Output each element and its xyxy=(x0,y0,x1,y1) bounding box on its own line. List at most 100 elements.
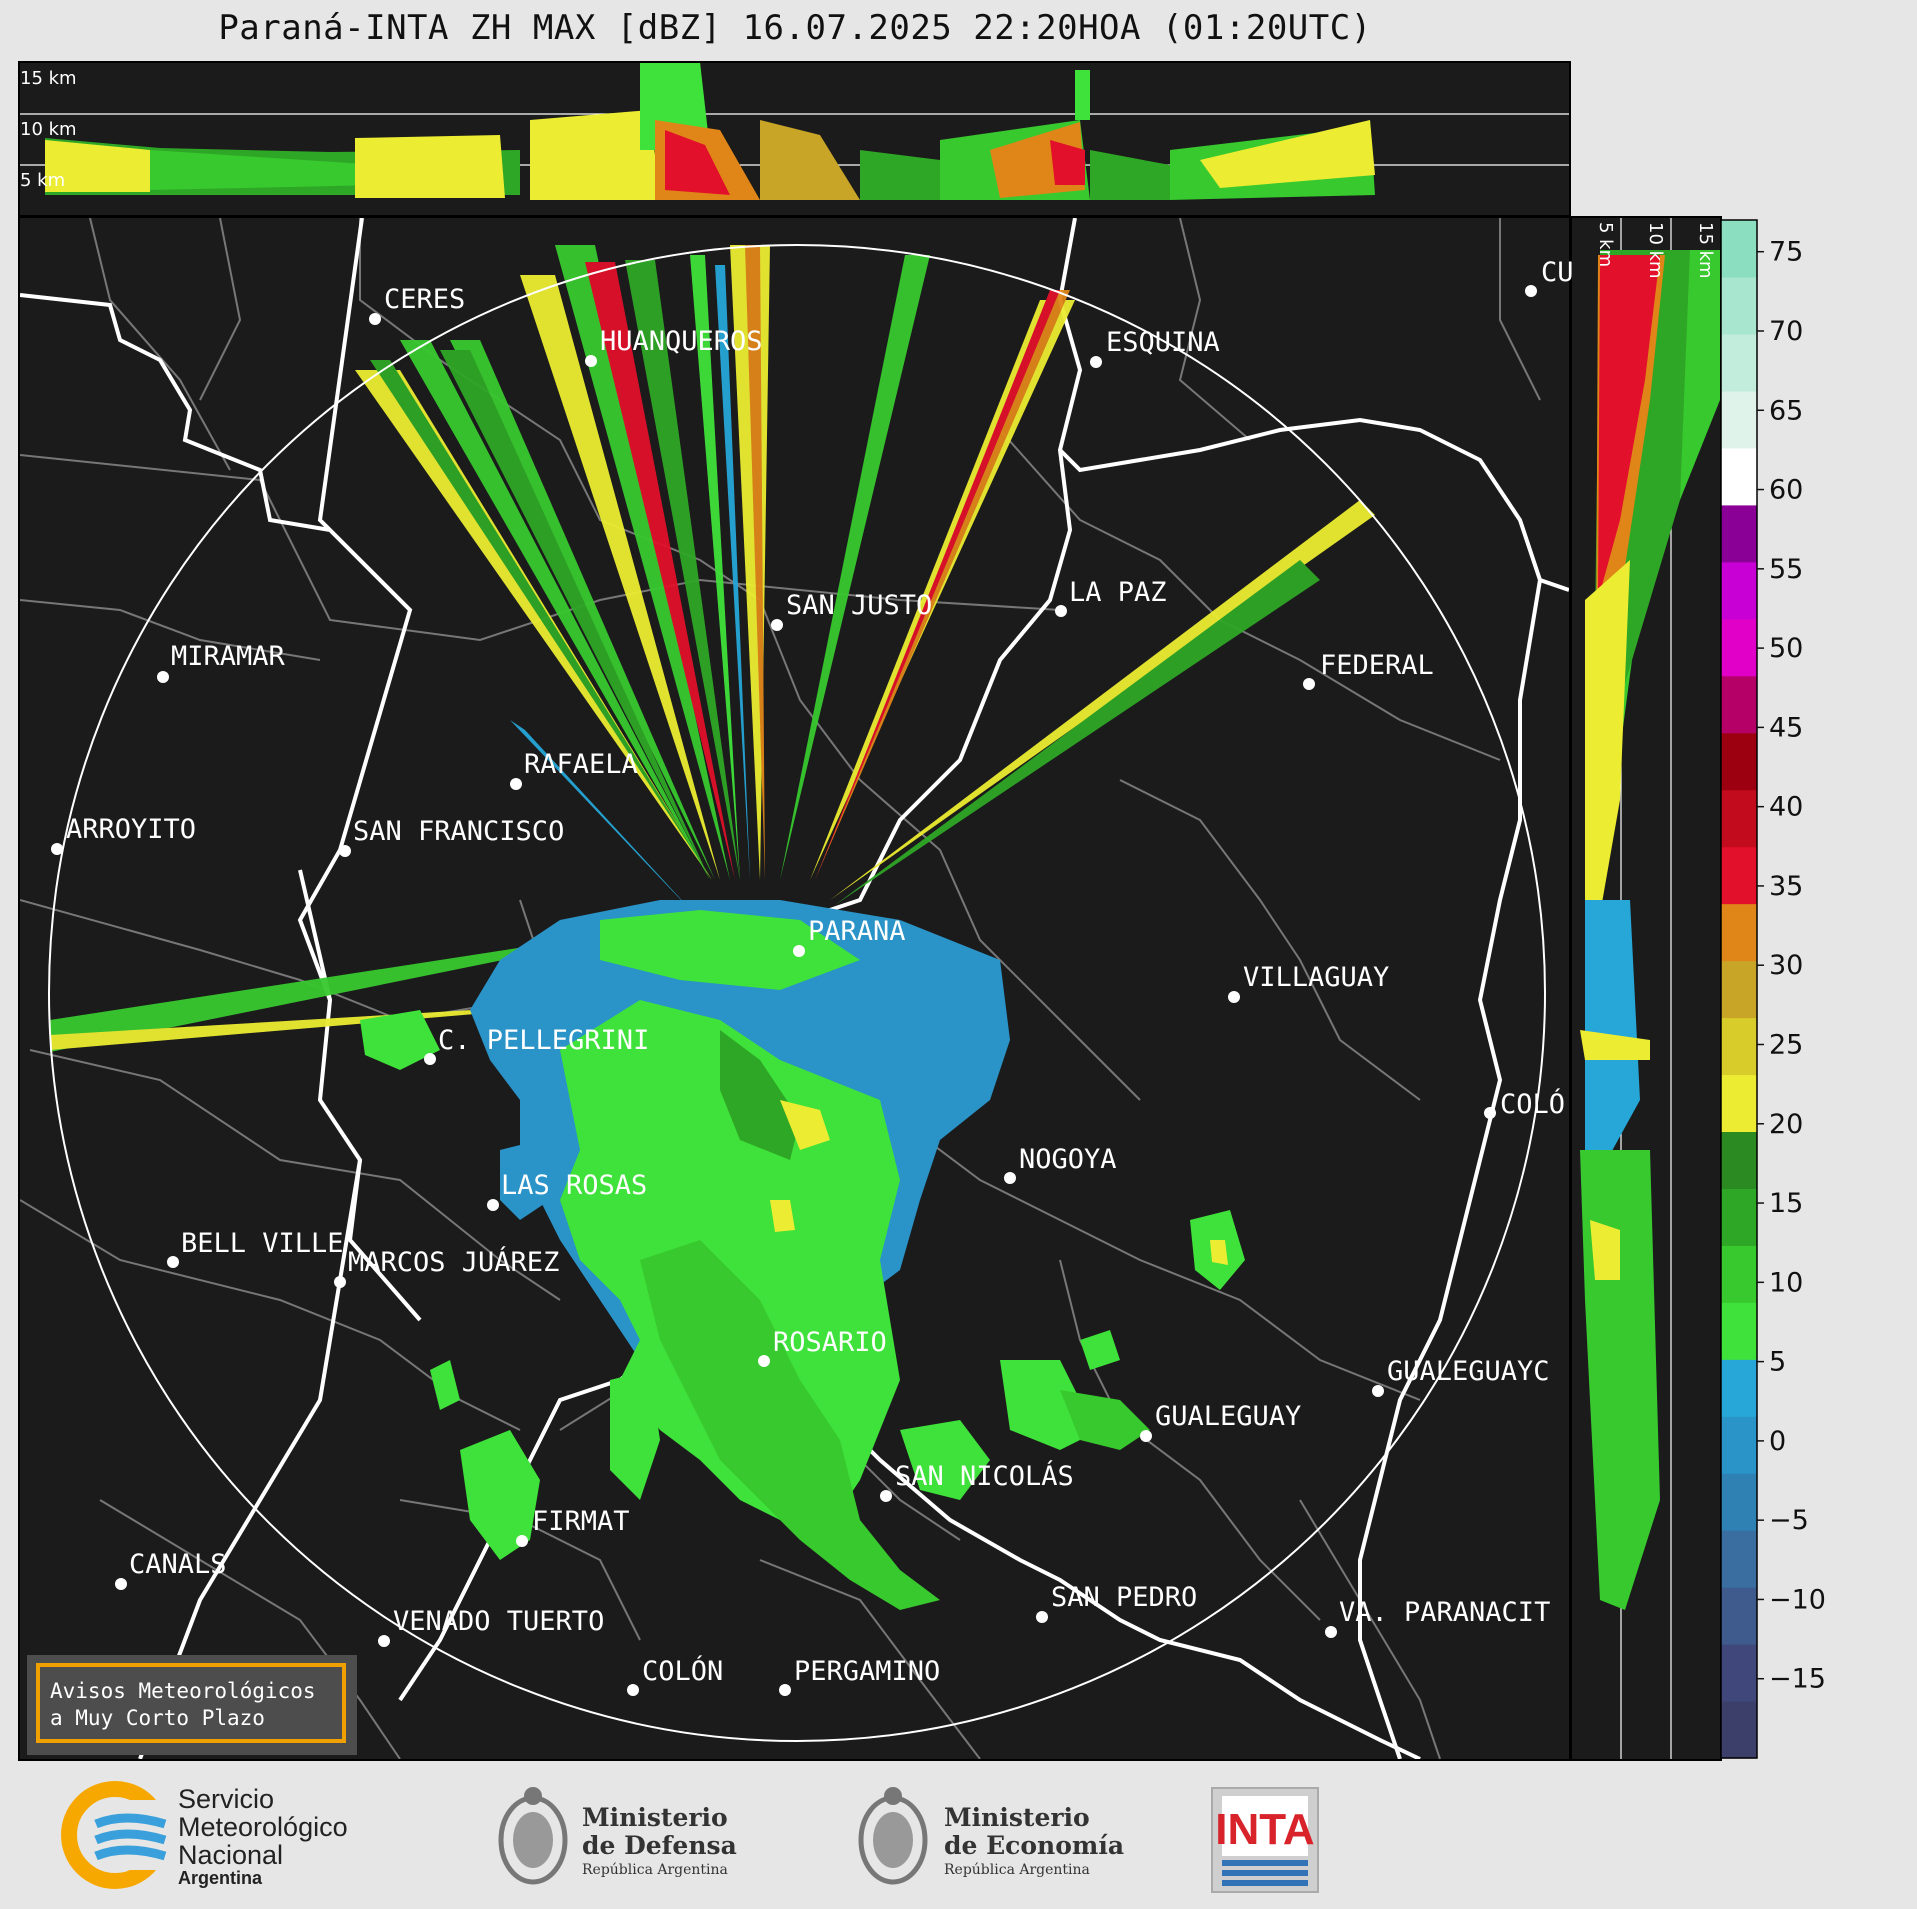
top-cross-section-panel: 15 km 10 km 5 km xyxy=(18,61,1571,217)
city-label: FIRMAT xyxy=(532,1506,630,1537)
colorbar-tick-label: 45 xyxy=(1769,712,1803,743)
colorbar-swatch xyxy=(1721,220,1757,278)
colorbar-tick-label: 35 xyxy=(1769,871,1803,902)
smn-line3: Nacional xyxy=(178,1840,283,1870)
city-label: SAN JUSTO xyxy=(786,590,932,621)
colorbar-tick-label: 30 xyxy=(1769,950,1803,981)
radar-range-ring xyxy=(48,244,1546,1742)
colorbar-swatch xyxy=(1721,276,1757,335)
colorbar-tick-label: 75 xyxy=(1769,237,1803,268)
city-marker xyxy=(1325,1626,1337,1638)
city-marker xyxy=(115,1578,127,1590)
city-label: VENADO TUERTO xyxy=(393,1606,604,1637)
city-marker xyxy=(1004,1172,1016,1184)
city-marker xyxy=(880,1490,892,1502)
top-label-5km: 5 km xyxy=(20,170,65,191)
colorbar-swatch xyxy=(1721,333,1757,392)
colorbar-tick-label: 60 xyxy=(1769,475,1803,506)
top-label-10km: 10 km xyxy=(20,119,77,140)
city-marker xyxy=(771,619,783,631)
city-label: LAS ROSAS xyxy=(501,1170,647,1201)
city-marker xyxy=(758,1355,770,1367)
city-marker xyxy=(1303,678,1315,690)
colorbar-swatch xyxy=(1721,1701,1757,1759)
city-marker xyxy=(627,1684,639,1696)
colorbar-swatch xyxy=(1721,390,1757,449)
economia-line2: de Economía xyxy=(944,1831,1124,1860)
city-label: C. PELLEGRINI xyxy=(438,1025,649,1056)
city-label: SAN FRANCISCO xyxy=(353,816,564,847)
city-label: RAFAELA xyxy=(524,749,638,780)
city-marker xyxy=(1228,991,1240,1003)
city-label: COLÓN xyxy=(642,1655,723,1687)
colorbar-swatch xyxy=(1721,1245,1757,1303)
colorbar-tick-label: −5 xyxy=(1769,1505,1809,1536)
city-marker xyxy=(1055,605,1067,617)
city-label: BELL VILLE xyxy=(181,1228,344,1259)
colorbar-swatch xyxy=(1721,1131,1757,1189)
economia-line1: Ministerio xyxy=(944,1803,1090,1832)
city-label: PARANA xyxy=(808,916,906,947)
colorbar-tick-label: 55 xyxy=(1769,554,1803,585)
ministerio-defensa-logo: Ministerio de Defensa República Argentin… xyxy=(498,1787,737,1885)
footer-logos: Servicio Meteorológico Nacional Argentin… xyxy=(61,1781,1319,1893)
colorbar-swatch xyxy=(1721,675,1757,734)
city-label: VILLAGUAY xyxy=(1243,962,1389,993)
colorbar-tick-label: −15 xyxy=(1769,1664,1826,1695)
colorbar-swatch xyxy=(1721,1074,1757,1133)
colorbar-swatch xyxy=(1721,1644,1757,1702)
colorbar-tick-label: 10 xyxy=(1769,1267,1803,1298)
smn-line2: Meteorológico xyxy=(178,1812,348,1842)
colorbar-swatch xyxy=(1721,618,1757,677)
city-label: VA. PARANACIT xyxy=(1339,1597,1550,1628)
top-label-15km: 15 km xyxy=(20,68,77,89)
colorbar-swatch xyxy=(1721,846,1757,905)
colorbar-swatch xyxy=(1721,1302,1757,1360)
city-label: ARROYITO xyxy=(66,814,196,845)
city-marker xyxy=(779,1684,791,1696)
colorbar-swatch xyxy=(1721,1416,1757,1474)
city-marker xyxy=(1090,356,1102,368)
smn-logo: Servicio Meteorológico Nacional Argentin… xyxy=(61,1781,348,1889)
ministerio-economia-logo: Ministerio de Economía República Argenti… xyxy=(858,1787,1124,1885)
city-label: FEDERAL xyxy=(1320,650,1434,681)
colorbar-swatches xyxy=(1721,220,1757,1759)
radar-map: CERES HUANQUEROS ESQUINA CU SAN JUSTO LA… xyxy=(18,216,1574,1761)
city-marker xyxy=(334,1276,346,1288)
city-marker xyxy=(1484,1107,1496,1119)
colorbar-swatch xyxy=(1721,504,1757,563)
city-marker xyxy=(793,945,805,957)
city-marker xyxy=(157,671,169,683)
alerts-legend-line1: Avisos Meteorológicos xyxy=(50,1679,316,1703)
city-marker xyxy=(167,1256,179,1268)
city-label: MARCOS JUÁREZ xyxy=(348,1246,559,1278)
city-label: SAN PEDRO xyxy=(1051,1582,1197,1613)
side-label-10km: 10 km xyxy=(1645,222,1666,279)
colorbar-tick-label: 25 xyxy=(1769,1029,1803,1060)
city-label: CU xyxy=(1541,257,1574,288)
colorbar-tick-label: 5 xyxy=(1769,1347,1786,1378)
colorbar-swatch xyxy=(1721,1473,1757,1531)
city-marker xyxy=(1036,1611,1048,1623)
colorbar-swatch xyxy=(1721,960,1757,1019)
inta-wordmark: INTA xyxy=(1215,1805,1314,1854)
city-marker xyxy=(487,1199,499,1211)
radar-echoes xyxy=(50,245,1375,1610)
city-label: ROSARIO xyxy=(773,1327,887,1358)
side-label-5km: 5 km xyxy=(1595,222,1616,267)
city-label: LA PAZ xyxy=(1069,577,1167,608)
colorbar-tick-label: 70 xyxy=(1769,316,1803,347)
smn-line4: Argentina xyxy=(178,1868,263,1888)
city-label: COLÓ xyxy=(1500,1088,1565,1120)
city-label: GUALEGUAY xyxy=(1155,1401,1301,1432)
city-marker xyxy=(378,1635,390,1647)
colorbar-swatch xyxy=(1721,1530,1757,1588)
defensa-line2: de Defensa xyxy=(582,1831,737,1860)
city-marker xyxy=(424,1053,436,1065)
colorbar-swatch xyxy=(1721,1188,1757,1246)
city-marker xyxy=(1140,1430,1152,1442)
city-label: CANALS xyxy=(129,1549,227,1580)
colorbar-swatch xyxy=(1721,903,1757,962)
